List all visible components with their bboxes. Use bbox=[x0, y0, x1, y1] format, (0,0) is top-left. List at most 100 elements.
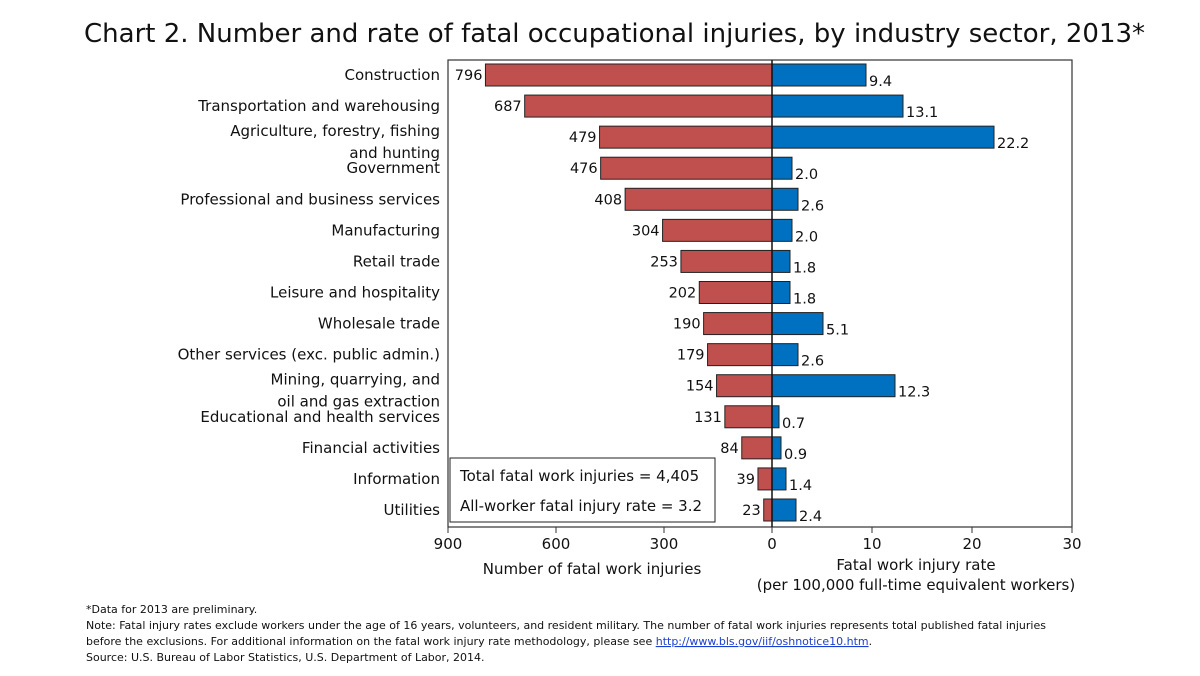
count-value-label: 84 bbox=[720, 441, 738, 457]
plot-frame bbox=[447, 59, 1073, 528]
count-bar bbox=[716, 374, 773, 398]
category-label: Wholesale trade bbox=[318, 315, 440, 333]
count-value-label: 796 bbox=[455, 68, 483, 84]
rate-value-label: 2.6 bbox=[801, 198, 824, 214]
right-axis-label-line2: (per 100,000 full-time equivalent worker… bbox=[757, 576, 1075, 594]
category-label: Financial activities bbox=[302, 439, 440, 457]
right-tick-label: 20 bbox=[962, 535, 981, 553]
count-bar bbox=[741, 436, 773, 460]
rate-bar bbox=[771, 374, 896, 398]
count-bar bbox=[600, 156, 773, 180]
category-label: Professional and business services bbox=[180, 190, 440, 208]
count-bar bbox=[703, 312, 773, 336]
rate-bar bbox=[771, 249, 791, 273]
rate-value-label: 5.1 bbox=[826, 323, 849, 339]
count-bar bbox=[524, 94, 773, 118]
footnote-note-line2: before the exclusions. For additional in… bbox=[86, 635, 872, 648]
rate-value-label: 1.8 bbox=[793, 260, 816, 276]
category-label: Leisure and hospitality bbox=[270, 284, 440, 302]
category-label: Construction bbox=[344, 66, 440, 84]
category-label: Educational and health services bbox=[200, 408, 440, 426]
count-value-label: 253 bbox=[650, 254, 678, 270]
rate-bar bbox=[771, 467, 787, 491]
annotation-rate: All-worker fatal injury rate = 3.2 bbox=[460, 497, 702, 515]
rate-value-label: 12.3 bbox=[898, 385, 930, 401]
left-tick-label: 0 bbox=[767, 535, 777, 553]
category-label: Information bbox=[353, 470, 440, 488]
rate-bar bbox=[771, 63, 867, 87]
right-axis-label-line1: Fatal work injury rate bbox=[836, 556, 995, 574]
chart-title: Chart 2. Number and rate of fatal occupa… bbox=[84, 19, 1145, 49]
rate-bar bbox=[771, 218, 793, 242]
category-label-line2: oil and gas extraction bbox=[277, 393, 440, 411]
count-bar bbox=[698, 281, 773, 304]
count-value-label: 23 bbox=[742, 503, 760, 519]
rate-bar bbox=[771, 312, 824, 336]
count-value-label: 179 bbox=[677, 348, 705, 364]
rate-value-label: 22.2 bbox=[997, 136, 1029, 152]
rate-value-label: 2.0 bbox=[795, 167, 818, 183]
count-bar bbox=[624, 187, 773, 211]
count-value-label: 687 bbox=[494, 99, 522, 115]
rate-bar bbox=[771, 343, 799, 367]
rate-bar bbox=[771, 436, 782, 460]
methodology-link[interactable]: http://www.bls.gov/iif/oshnotice10.htm bbox=[656, 635, 869, 648]
rate-value-label: 2.4 bbox=[799, 509, 822, 525]
count-bar bbox=[662, 218, 773, 242]
left-axis-label: Number of fatal work injuries bbox=[483, 560, 702, 578]
rate-value-label: 13.1 bbox=[906, 105, 938, 121]
category-label: Retail trade bbox=[353, 252, 440, 270]
footnote-preliminary: *Data for 2013 are preliminary. bbox=[86, 603, 257, 616]
rate-bar bbox=[771, 125, 995, 149]
rate-bar bbox=[771, 498, 797, 522]
count-value-label: 408 bbox=[594, 192, 622, 208]
count-value-label: 304 bbox=[632, 223, 660, 239]
count-bar bbox=[724, 405, 773, 429]
left-tick-label: 300 bbox=[650, 535, 679, 553]
right-tick-label: 30 bbox=[1062, 535, 1081, 553]
footnote-note-line1: Note: Fatal injury rates exclude workers… bbox=[86, 619, 1046, 632]
category-label: Government bbox=[346, 159, 440, 177]
rate-value-label: 1.8 bbox=[793, 292, 816, 308]
footnote-note-end: . bbox=[869, 635, 873, 648]
footnote-source: Source: U.S. Bureau of Labor Statistics,… bbox=[86, 651, 485, 664]
rate-value-label: 9.4 bbox=[869, 74, 892, 90]
category-label: Other services (exc. public admin.) bbox=[178, 346, 440, 364]
count-bar bbox=[599, 125, 773, 149]
count-bar bbox=[680, 249, 773, 273]
category-label: Utilities bbox=[384, 501, 441, 519]
rate-value-label: 0.9 bbox=[784, 447, 807, 463]
rate-bar bbox=[771, 156, 793, 180]
rate-bar bbox=[771, 281, 791, 304]
category-label: Manufacturing bbox=[331, 221, 440, 239]
annotation-total: Total fatal work injuries = 4,405 bbox=[459, 467, 699, 485]
right-tick-label: 10 bbox=[862, 535, 881, 553]
left-tick-label: 600 bbox=[542, 535, 571, 553]
count-bar bbox=[757, 467, 773, 491]
rate-bar bbox=[771, 94, 904, 118]
rate-bar bbox=[771, 187, 799, 211]
rate-value-label: 1.4 bbox=[789, 478, 812, 494]
count-value-label: 202 bbox=[669, 286, 697, 302]
count-bar bbox=[484, 63, 773, 87]
footnote-note-text: before the exclusions. For additional in… bbox=[86, 635, 656, 648]
count-bar bbox=[763, 498, 773, 522]
category-label: Transportation and warehousing bbox=[197, 97, 440, 115]
count-value-label: 39 bbox=[737, 472, 755, 488]
count-value-label: 154 bbox=[686, 379, 714, 395]
annotation-box: Total fatal work injuries = 4,405 All-wo… bbox=[449, 457, 716, 523]
count-bar bbox=[707, 343, 773, 367]
left-tick-label: 900 bbox=[434, 535, 463, 553]
count-value-label: 476 bbox=[570, 161, 598, 177]
rate-value-label: 0.7 bbox=[782, 416, 805, 432]
count-value-label: 190 bbox=[673, 317, 701, 333]
category-label-line2: and hunting bbox=[349, 144, 440, 162]
rate-value-label: 2.6 bbox=[801, 354, 824, 370]
category-label: Agriculture, forestry, fishing bbox=[230, 122, 440, 140]
rate-bar bbox=[771, 405, 780, 429]
category-label: Mining, quarrying, and bbox=[271, 371, 440, 389]
count-value-label: 479 bbox=[569, 130, 597, 146]
rate-value-label: 2.0 bbox=[795, 229, 818, 245]
